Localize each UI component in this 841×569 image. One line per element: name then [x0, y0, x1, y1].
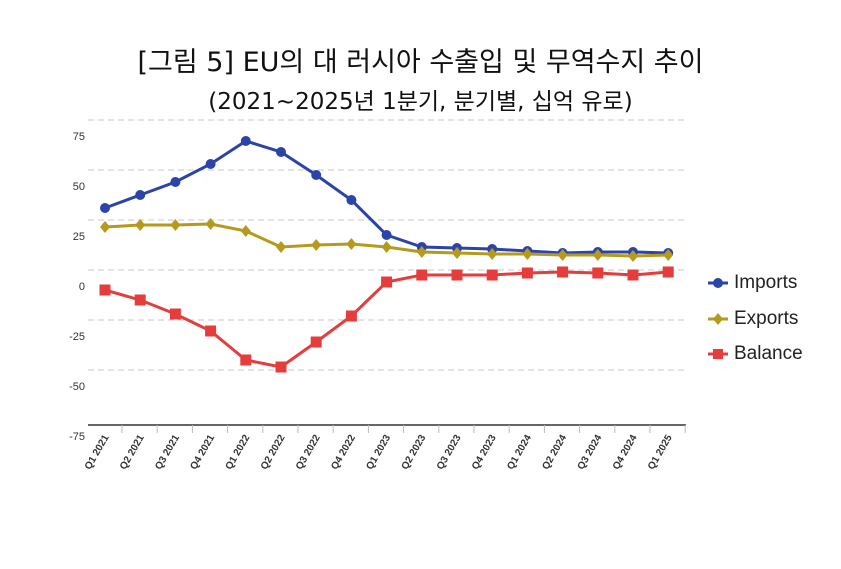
data-point-balance	[381, 276, 393, 288]
data-point-balance	[240, 354, 252, 366]
x-tick-label: Q2 2021	[118, 433, 147, 472]
x-tick-label: Q1 2024	[505, 433, 534, 472]
data-point-balance	[345, 310, 357, 322]
data-point-exports	[381, 241, 392, 253]
data-point-balance	[627, 269, 639, 281]
x-tick-label: Q1 2021	[83, 433, 112, 472]
x-tick-label: Q2 2024	[540, 433, 569, 472]
data-point-exports	[452, 247, 462, 259]
data-point-imports	[276, 147, 286, 157]
data-point-balance	[486, 269, 498, 281]
data-point-balance	[451, 269, 463, 281]
y-tick-label: 0	[79, 281, 85, 293]
data-point-imports	[135, 190, 146, 200]
y-tick-label: 75	[73, 131, 85, 143]
data-point-exports	[346, 238, 357, 250]
x-tick-label: Q3 2023	[435, 433, 464, 472]
data-point-exports	[522, 248, 533, 260]
data-point-imports	[205, 159, 216, 169]
data-point-imports	[381, 230, 392, 240]
x-tick-label: Q2 2022	[259, 433, 288, 472]
y-tick-label: -25	[69, 331, 85, 343]
y-tick-label: 25	[73, 231, 85, 243]
x-tick-label: Q1 2022	[224, 433, 253, 472]
x-tick-label: Q1 2023	[364, 433, 393, 472]
data-point-exports	[100, 221, 110, 233]
data-point-exports	[557, 249, 568, 261]
data-point-exports	[311, 239, 322, 251]
data-point-imports	[100, 203, 110, 213]
data-point-exports	[628, 250, 638, 262]
chart-title: [그림 5] EU의 대 러시아 수출입 및 무역수지 추이	[137, 47, 704, 78]
x-tick-label: Q4 2022	[329, 433, 358, 472]
x-tick-label: Q3 2021	[153, 433, 182, 472]
data-point-exports	[205, 218, 216, 230]
x-tick-label: Q4 2021	[188, 433, 217, 472]
y-tick-label: 50	[73, 181, 85, 193]
legend-imports: Imports	[708, 272, 797, 294]
data-point-balance	[662, 266, 674, 278]
legend-label-exports: Exports	[734, 308, 799, 329]
data-point-imports	[170, 177, 181, 187]
legend-label-balance: Balance	[734, 343, 803, 364]
data-point-exports	[663, 249, 674, 261]
data-point-exports	[170, 219, 181, 231]
data-point-imports	[346, 195, 357, 205]
data-point-imports	[240, 136, 251, 146]
data-point-balance	[169, 308, 181, 320]
legend-label-imports: Imports	[734, 272, 798, 293]
data-point-exports	[487, 248, 498, 260]
data-point-exports	[592, 249, 603, 261]
x-tick-label: Q4 2024	[611, 433, 640, 472]
y-tick-label: -75	[69, 431, 85, 443]
data-point-balance	[134, 294, 146, 306]
x-tick-label: Q2 2023	[400, 433, 429, 472]
legend-balance: Balance	[708, 343, 803, 365]
data-point-balance	[310, 336, 322, 348]
legend-exports: Exports	[708, 308, 798, 330]
x-tick-label: Q3 2024	[576, 433, 605, 472]
data-point-balance	[521, 267, 533, 279]
x-tick-label: Q3 2022	[294, 433, 323, 472]
x-tick-label: Q1 2025	[646, 433, 675, 472]
data-point-exports	[416, 246, 427, 258]
data-point-balance	[205, 325, 217, 337]
data-point-balance	[275, 361, 287, 373]
data-point-balance	[99, 284, 111, 296]
data-point-balance	[592, 267, 604, 279]
data-point-imports	[311, 170, 322, 180]
data-point-balance	[416, 269, 428, 281]
data-point-balance	[557, 266, 569, 278]
data-point-exports	[135, 219, 146, 231]
x-tick-label: Q4 2023	[470, 433, 499, 472]
y-tick-label: -50	[69, 381, 85, 393]
chart-subtitle: (2021~2025년 1분기, 분기별, 십억 유로)	[208, 89, 633, 115]
data-point-exports	[240, 225, 251, 237]
data-point-exports	[276, 241, 286, 253]
